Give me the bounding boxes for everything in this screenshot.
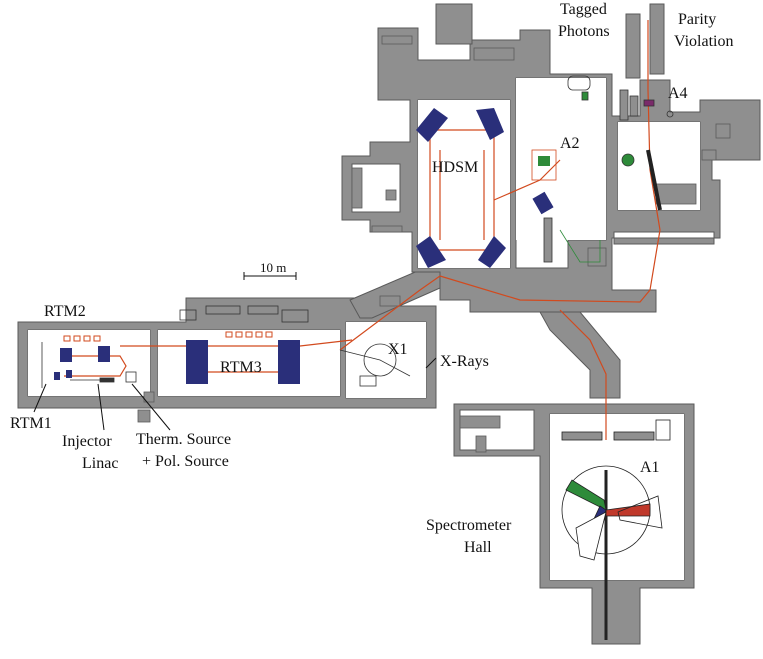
- label-x1: X1: [388, 341, 408, 358]
- hdsm-magnet-se: [478, 236, 506, 268]
- label-rtm1: RTM1: [10, 415, 52, 432]
- rtm1-magnet-left: [54, 372, 60, 380]
- wall-tower-left: [435, 3, 473, 45]
- labels: Tagged Photons Parity Violation A4 A2 HD…: [10, 1, 733, 556]
- floor-x1: [346, 322, 426, 398]
- spectrometer-green: [565, 479, 607, 511]
- label-injector-2: Linac: [82, 455, 118, 472]
- label-tagged-photons-2: Photons: [558, 23, 610, 40]
- building-walls: [17, 3, 761, 645]
- label-hdsm: HDSM: [432, 159, 478, 176]
- spectrometer-red: [605, 503, 651, 517]
- rtm3-magnet-right: [278, 340, 300, 384]
- leader-lines: [33, 357, 437, 431]
- spectrometer-frame-left: [575, 511, 607, 561]
- a1-spectrometers: [561, 419, 671, 640]
- beamline-hdsm-inner: [439, 150, 485, 240]
- floor-a2: [516, 78, 606, 240]
- wall-corridor-spectrometer: [539, 311, 621, 399]
- label-rtm2: RTM2: [44, 303, 86, 320]
- rtm3-magnet-left: [186, 340, 208, 384]
- rtm2-magnet-right: [98, 346, 110, 362]
- label-spectrometer-1: Spectrometer: [426, 517, 512, 534]
- label-scale: 10 m: [260, 260, 286, 275]
- rtm1-magnet-right: [66, 370, 72, 378]
- a2-equipment: [531, 75, 601, 263]
- hdsm-magnet-nw: [416, 108, 448, 142]
- a2-magnet: [532, 191, 554, 215]
- hdsm-magnets: [416, 108, 506, 268]
- label-therm-1: Therm. Source: [136, 431, 231, 448]
- beamline-to-a4: [647, 20, 661, 231]
- rtm2-rf-cells: [63, 331, 273, 342]
- a4-equipment: [619, 89, 674, 211]
- beamline-rtm3-upper: [120, 339, 353, 347]
- beamline-to-spectrometer: [559, 309, 607, 440]
- floor-rtm2: [28, 330, 150, 396]
- beamline-to-hdsm: [339, 275, 441, 351]
- label-a4: A4: [668, 85, 688, 102]
- label-xrays: X-Rays: [440, 353, 489, 370]
- hdsm-magnet-ne: [476, 108, 504, 140]
- spectrometer-frame-right: [617, 495, 663, 529]
- structural-blocks: [137, 35, 731, 453]
- label-parity-2: Violation: [674, 33, 733, 50]
- scale-bar: [243, 272, 297, 280]
- label-parity-1: Parity: [678, 11, 716, 28]
- label-injector-1: Injector: [62, 433, 112, 450]
- beamline-main-east: [439, 229, 661, 303]
- wall-tower-parity: [649, 3, 665, 75]
- rtm3-equipment: [41, 305, 309, 388]
- x1-equipment: [339, 343, 411, 387]
- label-therm-2: + Pol. Source: [142, 453, 229, 470]
- rtm-magnets: [54, 191, 554, 384]
- wall-tower-photons: [625, 13, 641, 79]
- label-a2: A2: [560, 135, 580, 152]
- label-rtm3: RTM3: [220, 359, 262, 376]
- label-tagged-photons-1: Tagged: [560, 1, 607, 18]
- rtm2-magnet-left: [60, 348, 72, 362]
- label-a1: A1: [640, 459, 660, 476]
- hdsm-magnet-sw: [416, 236, 446, 268]
- label-spectrometer-2: Hall: [464, 539, 492, 556]
